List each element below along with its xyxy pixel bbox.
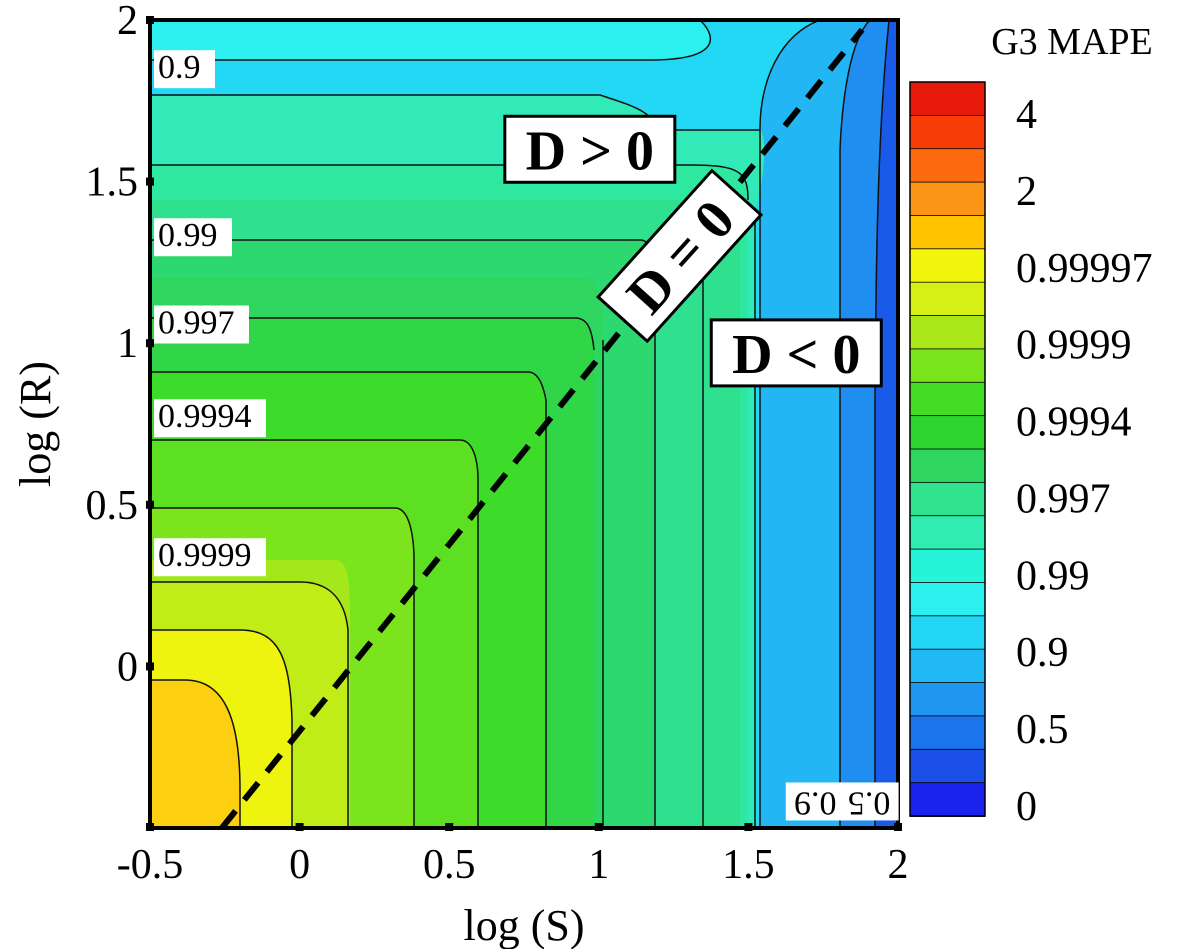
- colorbar-swatches: [909, 81, 986, 817]
- colorbar-swatch: [909, 782, 986, 817]
- x-tick-mark: [744, 823, 753, 831]
- colorbar-ticks: 4 2 0.99997 0.9999 0.9994 0.997 0.99 0.9 0.5 0: [1016, 92, 1153, 830]
- colorbar-tick-label: 0.5: [1016, 707, 1069, 753]
- contour-label: 0.9994: [153, 398, 266, 438]
- svg-text:0.9994: 0.9994: [158, 398, 252, 435]
- colorbar-swatch: [909, 281, 986, 317]
- colorbar-tick-label: 4: [1016, 92, 1037, 138]
- y-tick-mark: [146, 662, 154, 671]
- x-tick-label: 0.5: [423, 842, 476, 888]
- contour-label: 0.9999: [153, 537, 266, 577]
- contour-label: 0.9: [153, 49, 215, 89]
- y-tick-label: 2: [117, 0, 138, 44]
- colorbar-tick-label: 0.99997: [1016, 246, 1153, 292]
- contour-label: 0.5: [839, 782, 899, 821]
- x-tick-label: 1.5: [722, 842, 775, 888]
- x-tick-label: -0.5: [117, 842, 184, 888]
- svg-text:0.5: 0.5: [848, 784, 891, 821]
- plot-frame: [148, 18, 900, 830]
- colorbar-tick-label: 0.997: [1016, 476, 1111, 522]
- svg-text:0.9: 0.9: [158, 49, 201, 86]
- colorbar-swatch: [909, 515, 986, 550]
- d-zero-boundary-line: [219, 27, 865, 828]
- contour-label: 0.99: [153, 217, 232, 257]
- colorbar-swatch: [909, 682, 986, 717]
- y-tick-mark: [146, 500, 154, 509]
- colorbar-tick-label: 0.99: [1016, 553, 1090, 599]
- x-tick-mark: [295, 823, 304, 831]
- x-tick-mark: [894, 823, 902, 831]
- colorbar-title: G3 MAPE: [991, 21, 1153, 63]
- contour-labels: 0.9 0.99 0.997 0.9994 0.9999 0.9 0.5: [153, 49, 899, 821]
- y-axis-title: log (R): [11, 361, 60, 487]
- y-tick-mark: [146, 16, 154, 24]
- colorbar-swatch: [909, 648, 986, 684]
- band-17: [150, 680, 240, 828]
- x-axis-ticks: -0.5 0 0.5 1 1.5 2: [117, 823, 909, 888]
- region-label: D < 0: [709, 318, 883, 388]
- colorbar: G3 MAPE 4 2 0.99997 0.9999 0.9994 0.997 0.99 0.…: [909, 21, 1153, 830]
- svg-text:0.9: 0.9: [794, 784, 837, 821]
- colorbar-swatch: [909, 315, 986, 350]
- x-tick-label: 2: [888, 842, 909, 888]
- band-4: [150, 20, 711, 60]
- contour-label: 0.997: [153, 305, 249, 344]
- colorbar-swatch: [909, 381, 986, 417]
- colorbar-swatch: [909, 114, 986, 150]
- colorbar-swatch: [909, 748, 986, 784]
- colorbar-swatch: [909, 415, 986, 450]
- svg-text:D > 0: D > 0: [526, 120, 654, 182]
- x-tick-mark: [445, 823, 454, 831]
- colorbar-swatch: [909, 548, 986, 584]
- colorbar-tick-label: 0.9999: [1016, 323, 1132, 369]
- colorbar-swatch: [909, 481, 986, 517]
- contour-label: 0.9: [785, 782, 845, 821]
- y-tick-label: 0: [117, 644, 138, 690]
- colorbar-swatch: [909, 448, 986, 484]
- colorbar-swatch: [909, 181, 986, 217]
- contour-lines: [150, 20, 890, 828]
- y-tick-label: 1: [117, 321, 138, 367]
- x-tick-mark: [146, 823, 154, 831]
- x-axis-title: log (S): [464, 901, 585, 949]
- colorbar-swatch: [909, 348, 986, 384]
- svg-text:D < 0: D < 0: [732, 324, 860, 386]
- y-tick-label: 1.5: [86, 160, 139, 206]
- colorbar-swatch: [909, 615, 986, 651]
- y-tick-label: 0.5: [86, 483, 139, 529]
- x-tick-label: 0: [289, 842, 310, 888]
- colorbar-tick-label: 0: [1016, 784, 1037, 830]
- y-tick-mark: [146, 177, 154, 186]
- colorbar-swatch: [909, 582, 986, 617]
- colorbar-frame: [909, 81, 986, 817]
- region-label: D > 0: [503, 114, 677, 184]
- colorbar-tick-label: 0.9: [1016, 630, 1069, 676]
- svg-text:0.997: 0.997: [158, 305, 235, 342]
- colorbar-tick-label: 2: [1016, 169, 1037, 215]
- y-axis-ticks: 2 1.5 1 0.5 0: [86, 0, 154, 690]
- svg-text:0.9999: 0.9999: [158, 537, 252, 574]
- colorbar-swatch: [909, 81, 986, 117]
- svg-text:0.99: 0.99: [158, 217, 218, 254]
- y-tick-mark: [146, 339, 154, 348]
- colorbar-swatch: [909, 215, 986, 250]
- x-tick-mark: [594, 823, 603, 831]
- colorbar-swatch: [909, 248, 986, 284]
- colorbar-swatch: [909, 715, 986, 751]
- colorbar-swatch: [909, 148, 986, 183]
- colorbar-tick-label: 0.9994: [1016, 400, 1132, 446]
- x-tick-label: 1: [588, 842, 609, 888]
